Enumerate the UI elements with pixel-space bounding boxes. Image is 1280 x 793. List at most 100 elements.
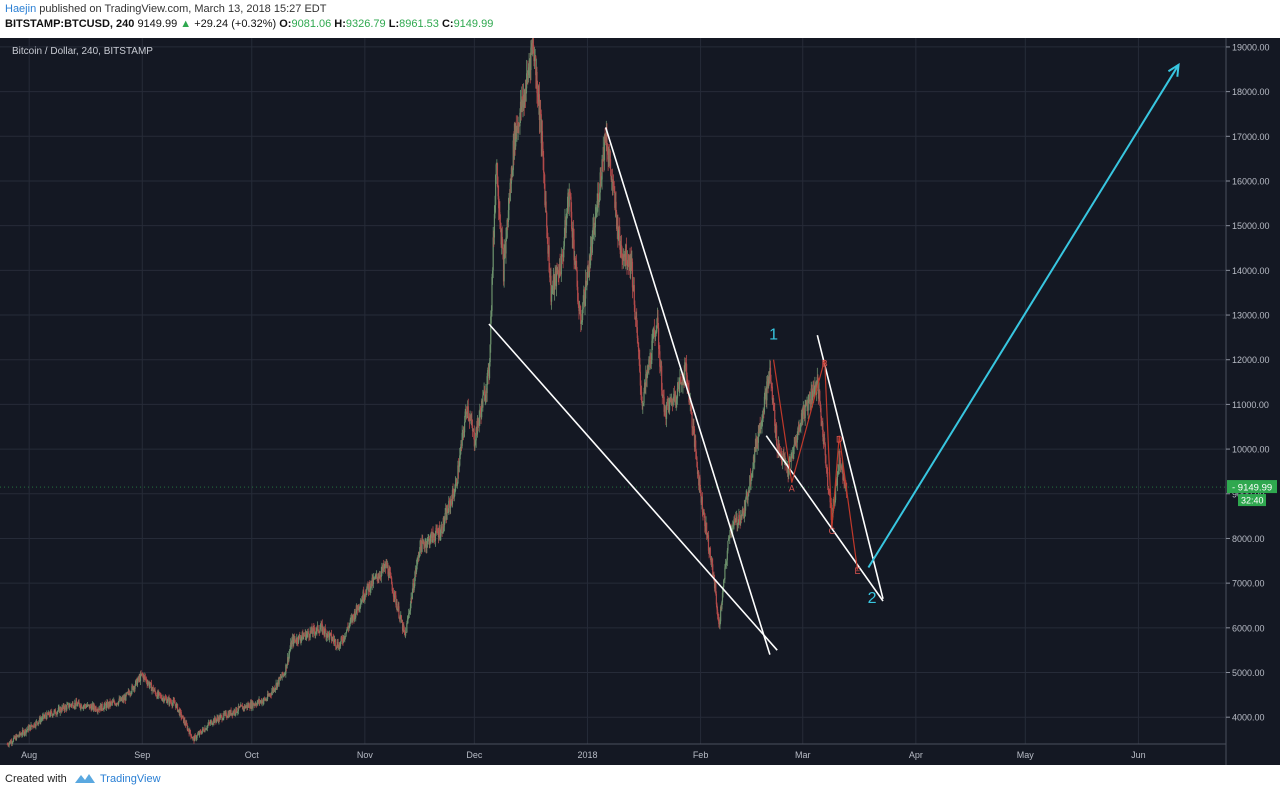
candle-body — [626, 264, 628, 266]
candle-body — [645, 374, 648, 379]
candle-body — [15, 735, 18, 741]
candle-body — [30, 724, 32, 730]
candle-body — [434, 539, 436, 541]
candle-body — [538, 94, 540, 102]
candle-body — [187, 728, 189, 730]
candle-body — [25, 730, 27, 734]
candle-body — [164, 697, 166, 701]
price-chart[interactable]: 19000.0018000.0017000.0016000.0015000.00… — [0, 38, 1280, 765]
candle-body — [511, 167, 513, 176]
chart-area[interactable]: 19000.00 18000.00 17000.00 16000.00 15000.00… — [0, 38, 1280, 765]
candle-body — [442, 517, 444, 533]
candle-body — [540, 110, 542, 115]
candle-body — [513, 140, 515, 156]
candle-body — [648, 359, 650, 371]
candle-body — [611, 179, 613, 181]
candle-body — [54, 709, 56, 714]
candle-body — [495, 164, 497, 176]
candle-body — [17, 735, 19, 737]
candle-body — [841, 464, 843, 469]
candle-body — [15, 736, 17, 741]
candle-body — [741, 513, 743, 519]
candle-body — [633, 285, 635, 305]
candle-body — [93, 704, 95, 710]
candle-body — [330, 633, 333, 640]
candle-body — [103, 703, 106, 706]
candle-body — [460, 444, 462, 451]
candle-body — [32, 726, 35, 728]
candle-body — [304, 632, 306, 636]
candle-body — [739, 521, 741, 524]
candle-body — [60, 710, 63, 712]
candle-body — [171, 704, 173, 706]
candle-body — [119, 697, 122, 701]
candle-body — [444, 513, 446, 521]
candle-body — [201, 731, 203, 734]
candle-body — [117, 701, 120, 705]
author-link[interactable]: Haejin — [5, 3, 37, 15]
candle-body — [233, 710, 235, 714]
candle-body — [262, 700, 264, 704]
candle-body — [51, 714, 53, 717]
candle-body — [375, 574, 378, 577]
candle-body — [746, 493, 748, 501]
candle-body — [260, 700, 262, 702]
candle-body — [811, 395, 814, 401]
candle-body — [505, 237, 508, 239]
candle-body — [217, 717, 219, 719]
candle-body — [88, 704, 90, 706]
candle-body — [358, 604, 360, 609]
candle-body — [66, 703, 69, 705]
candle-body — [202, 728, 204, 730]
candle-body — [162, 697, 165, 702]
candle-body — [232, 711, 235, 714]
candle-body — [328, 633, 330, 639]
candle-body — [422, 539, 424, 543]
candle-body — [710, 558, 713, 563]
candle-body — [296, 637, 298, 643]
candle-body — [82, 707, 84, 709]
candle-body — [842, 464, 844, 480]
candle-body — [470, 419, 472, 421]
candle-body — [543, 172, 545, 184]
candle-body — [544, 201, 547, 206]
candle-body — [639, 371, 641, 386]
candle-body — [670, 398, 672, 401]
candle-body — [324, 628, 326, 631]
candle-body — [675, 400, 677, 403]
candle-body — [433, 536, 435, 540]
candle-body — [523, 94, 525, 101]
candle-body — [301, 636, 303, 639]
candle-body — [512, 140, 514, 171]
candle-body — [677, 381, 679, 389]
candle-body — [515, 125, 517, 134]
candle-body — [222, 718, 224, 720]
candle-body — [564, 220, 567, 233]
time-tick-label: Oct — [245, 750, 260, 760]
candle-body — [752, 456, 755, 468]
candle-body — [68, 703, 70, 708]
candle-body — [190, 737, 193, 738]
candle-body — [369, 583, 371, 592]
candle-body — [396, 604, 398, 611]
candle-body — [183, 716, 185, 723]
candle-body — [245, 706, 247, 709]
candle-body — [603, 147, 605, 161]
candle-body — [637, 338, 639, 343]
candle-body — [476, 428, 478, 435]
tradingview-logo-icon[interactable] — [74, 771, 96, 785]
candle-body — [771, 383, 773, 387]
candle-body — [391, 584, 393, 591]
tradingview-brand[interactable]: TradingView — [100, 773, 161, 785]
candle-body — [240, 705, 242, 707]
candle-body — [219, 715, 221, 720]
candle-body — [639, 357, 641, 372]
candle-body — [778, 443, 780, 451]
candle-body — [816, 376, 818, 388]
candle-body — [122, 697, 124, 701]
candle-body — [674, 394, 676, 401]
candle-body — [661, 365, 663, 391]
candle-body — [377, 577, 379, 581]
candle-body — [748, 490, 750, 492]
candle-body — [22, 730, 24, 731]
